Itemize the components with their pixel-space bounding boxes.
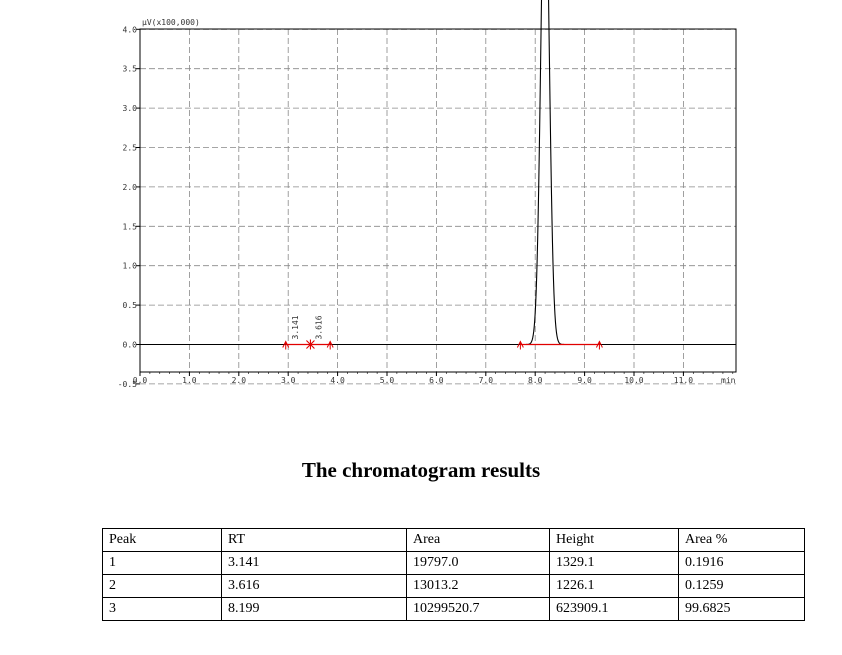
y-tick-label: 4.0: [123, 25, 138, 34]
y-axis-unit-label: μV(x100,000): [142, 18, 200, 27]
table-row: 3 8.199 10299520.7 623909.1 99.6825: [102, 597, 805, 621]
chart-grid: [140, 28, 736, 385]
cell-peak: 3: [102, 597, 222, 621]
chromatogram-chart: 8.07.57.06.56.05.55.04.54.03.53.02.52.01…: [118, 0, 737, 389]
cell-area-pct: 99.6825: [678, 597, 805, 621]
y-tick-label: -0.5: [118, 380, 137, 389]
x-tick-label: 8.0: [528, 376, 543, 385]
x-tick-label: 2.0: [232, 376, 247, 385]
x-tick-label: 1.0: [182, 376, 197, 385]
col-header-height: Height: [549, 528, 679, 552]
cell-area: 19797.0: [406, 551, 550, 575]
peak-rt-label: 3.616: [315, 315, 324, 339]
cell-area-pct: 0.1259: [678, 574, 805, 598]
chart-axes: [139, 28, 737, 373]
y-tick-label: 3.5: [123, 65, 138, 74]
cell-area: 13013.2: [406, 574, 550, 598]
x-tick-label: 10.0: [624, 376, 643, 385]
y-tick-label: 3.0: [123, 104, 138, 113]
cell-area-pct: 0.1916: [678, 551, 805, 575]
col-header-peak: Peak: [102, 528, 222, 552]
y-tick-label: 0.5: [123, 301, 138, 310]
y-tick-label: 0.0: [123, 341, 138, 350]
integration-marker: [306, 339, 315, 350]
integration-marker: [326, 340, 334, 350]
x-tick-label: 0.0: [133, 376, 148, 385]
x-tick-label: 11.0: [674, 376, 693, 385]
x-tick-label: 3.0: [281, 376, 296, 385]
integration-marker: [282, 340, 290, 350]
x-tick-label: 4.0: [330, 376, 345, 385]
col-header-rt: RT: [221, 528, 407, 552]
integration-markers: [282, 339, 603, 350]
col-header-area: Area: [406, 528, 550, 552]
x-tick-label: 6.0: [429, 376, 444, 385]
plot-frame: [139, 28, 737, 373]
integration-marker: [516, 340, 524, 350]
cell-height: 1329.1: [549, 551, 679, 575]
col-header-area-pct: Area %: [678, 528, 805, 552]
table-header-row: Peak RT Area Height Area %: [102, 528, 805, 552]
results-table: Peak RT Area Height Area % 1 3.141 19797…: [102, 528, 805, 621]
chart-ticks: 8.07.57.06.56.05.55.04.54.03.53.02.52.01…: [118, 25, 734, 389]
cell-rt: 3.616: [221, 574, 407, 598]
x-tick-label: 5.0: [380, 376, 395, 385]
table-row: 1 3.141 19797.0 1329.1 0.1916: [102, 551, 805, 575]
cell-peak: 2: [102, 574, 222, 598]
y-tick-label: 2.5: [123, 144, 138, 153]
x-tick-label: 7.0: [479, 376, 494, 385]
results-title: The chromatogram results: [301, 458, 541, 482]
y-tick-label: 1.5: [123, 222, 138, 231]
x-tick-label: 9.0: [577, 376, 592, 385]
cell-height: 623909.1: [549, 597, 679, 621]
y-tick-label: 1.0: [123, 262, 138, 271]
cell-rt: 8.199: [221, 597, 407, 621]
y-tick-label: 2.0: [123, 183, 138, 192]
cell-height: 1226.1: [549, 574, 679, 598]
chromatogram-trace: [140, 0, 731, 346]
chart-trace: [140, 0, 731, 346]
peak-rt-label: 3.141: [291, 315, 300, 339]
cell-peak: 1: [102, 551, 222, 575]
x-axis-unit-label: min: [721, 376, 736, 385]
cell-area: 10299520.7: [406, 597, 550, 621]
table-row: 2 3.616 13013.2 1226.1 0.1259: [102, 574, 805, 598]
integration-marker: [595, 340, 603, 350]
cell-rt: 3.141: [221, 551, 407, 575]
